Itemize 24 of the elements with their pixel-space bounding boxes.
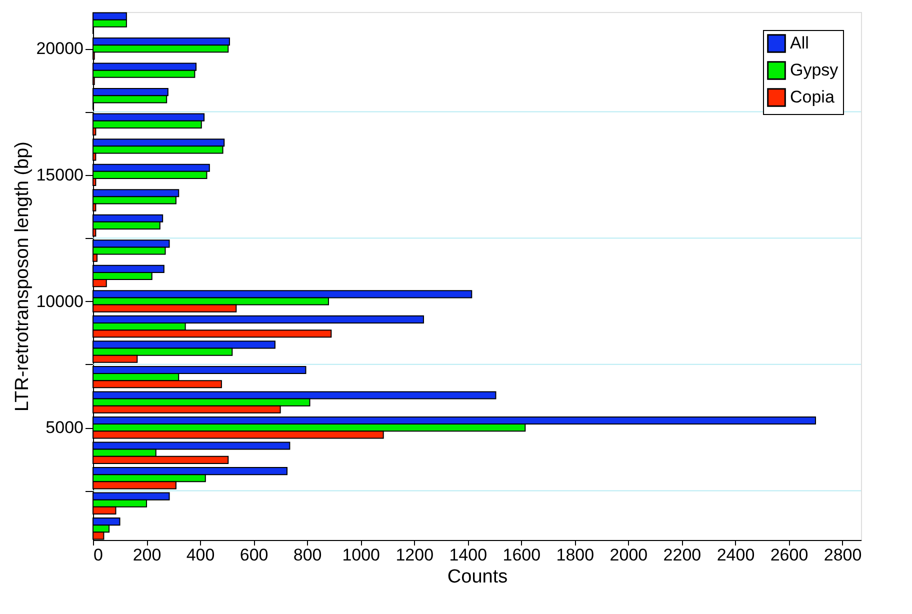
x-tick-label: 0 <box>94 546 103 564</box>
x-tick-label: 2200 <box>663 546 702 564</box>
y-axis-title: LTR-retrotransposon length (bp) <box>12 142 34 412</box>
x-tick-label: 1400 <box>449 546 488 564</box>
y-tick-label: 5000 <box>46 418 84 438</box>
x-tick-label: 1000 <box>342 546 380 564</box>
x-tick-label: 200 <box>132 546 162 564</box>
x-tick-label: 2000 <box>610 546 648 564</box>
legend-label: All <box>790 34 809 52</box>
x-tick-label: 600 <box>240 546 268 564</box>
x-tick-label: 2600 <box>770 546 808 564</box>
x-tick-label: 2400 <box>716 546 755 564</box>
legend-label: Gypsy <box>790 60 839 80</box>
x-axis-title: Counts <box>447 566 508 588</box>
y-tick-label: 10000 <box>36 292 84 311</box>
x-tick-label: 1800 <box>556 546 594 564</box>
x-tick-label: 2800 <box>824 546 862 564</box>
x-tick-label: 800 <box>293 546 322 564</box>
x-tick-label: 1600 <box>502 546 541 564</box>
legend-label: Copia <box>790 88 835 106</box>
x-tick-label: 400 <box>186 546 215 564</box>
y-tick-label: 15000 <box>36 165 84 184</box>
x-tick-label: 1200 <box>396 546 434 564</box>
y-tick-label: 20000 <box>36 39 84 58</box>
